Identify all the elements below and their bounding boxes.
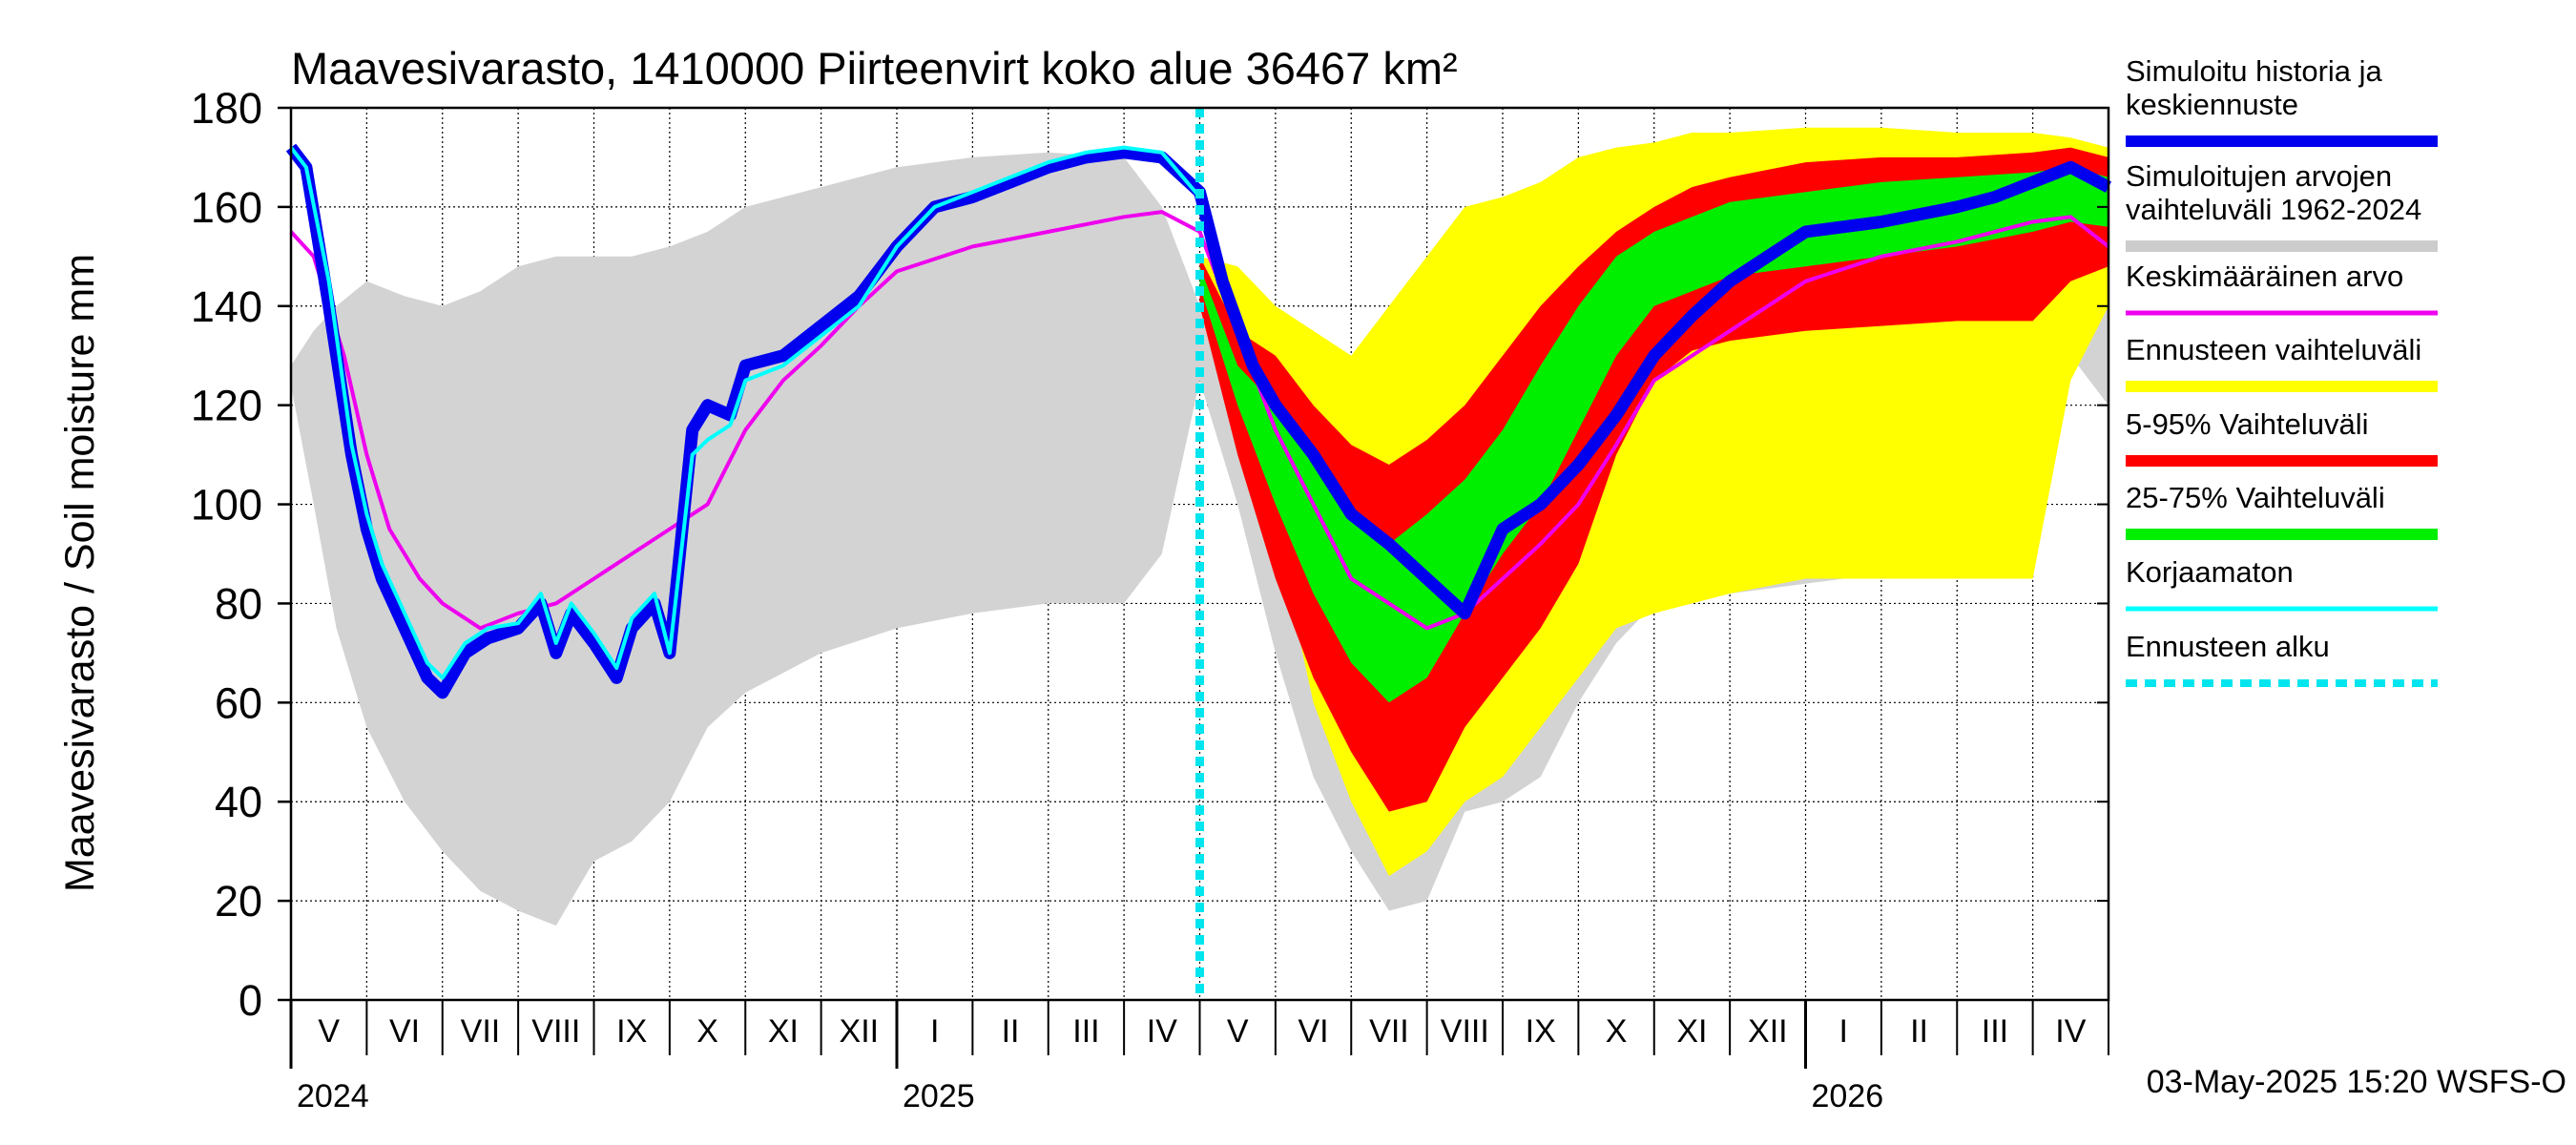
legend-label: Ennusteen vaihteluväli bbox=[2126, 333, 2421, 366]
uncorrected-line bbox=[289, 145, 1202, 680]
x-month-label: X bbox=[696, 1013, 718, 1050]
legend-label: Simuloitujen arvojen bbox=[2126, 159, 2392, 193]
x-month-label: III bbox=[1982, 1013, 2008, 1050]
simulated-line bbox=[285, 143, 2112, 699]
x-month-label: XI bbox=[768, 1013, 799, 1050]
legend-item: 5-95% Vaihteluväli bbox=[2126, 407, 2438, 467]
legend: Simuloitu historia jakeskiennusteSimuloi… bbox=[2126, 54, 2438, 687]
x-month-label: VII bbox=[1369, 1013, 1409, 1050]
x-month-label: IV bbox=[2055, 1013, 2086, 1050]
x-month-label: VIII bbox=[1441, 1013, 1489, 1050]
legend-label: Korjaamaton bbox=[2126, 555, 2294, 589]
y-tick-label: 140 bbox=[191, 282, 262, 331]
range-bands-layer bbox=[291, 127, 2109, 926]
y-tick-label: 100 bbox=[191, 481, 262, 530]
chart-title: Maavesivarasto, 1410000 Piirteenvirt kok… bbox=[291, 43, 1458, 94]
x-year-label: 2026 bbox=[1812, 1078, 1884, 1114]
x-month-label: V bbox=[318, 1013, 340, 1050]
y-tick-label: 0 bbox=[239, 976, 262, 1025]
legend-item: Ennusteen alku bbox=[2126, 630, 2438, 687]
y-tick-label: 160 bbox=[191, 183, 262, 232]
legend-label: Ennusteen alku bbox=[2126, 630, 2330, 663]
x-month-label: XII bbox=[1748, 1013, 1788, 1050]
x-month-label: VIII bbox=[531, 1013, 580, 1050]
x-year-label: 2024 bbox=[297, 1078, 369, 1114]
legend-label: 25-75% Vaihteluväli bbox=[2126, 481, 2385, 514]
x-year-label: 2025 bbox=[903, 1078, 975, 1114]
y-tick-label: 120 bbox=[191, 382, 262, 430]
x-month-label: V bbox=[1227, 1013, 1249, 1050]
series-lines-layer bbox=[285, 108, 2112, 1000]
footer-timestamp: 03-May-2025 15:20 WSFS-O bbox=[2147, 1064, 2566, 1100]
legend-item: 25-75% Vaihteluväli bbox=[2126, 481, 2438, 540]
x-month-label: IX bbox=[616, 1013, 647, 1050]
y-tick-label: 180 bbox=[191, 84, 262, 133]
legend-label: Keskimääräinen arvo bbox=[2126, 260, 2403, 293]
y-tick-label: 20 bbox=[215, 877, 262, 926]
legend-label: keskiennuste bbox=[2126, 88, 2298, 121]
mean-line bbox=[289, 210, 2110, 631]
legend-label: 5-95% Vaihteluväli bbox=[2126, 407, 2368, 441]
y-axis-label: Maavesivarasto / Soil moisture mm bbox=[57, 254, 103, 892]
x-month-label: I bbox=[1839, 1013, 1847, 1050]
y-tick-label: 60 bbox=[215, 678, 262, 727]
x-month-label: VI bbox=[389, 1013, 420, 1050]
legend-item: Ennusteen vaihteluväli bbox=[2126, 333, 2438, 392]
x-month-label: X bbox=[1606, 1013, 1628, 1050]
legend-label: Simuloitu historia ja bbox=[2126, 54, 2383, 88]
p25-75-band bbox=[1199, 167, 2109, 703]
x-month-label: II bbox=[1910, 1013, 1928, 1050]
x-month-label: I bbox=[930, 1013, 939, 1050]
y-tick-label: 40 bbox=[215, 778, 262, 826]
legend-label: vaihteluväli 1962-2024 bbox=[2126, 193, 2421, 226]
x-month-label: IX bbox=[1526, 1013, 1556, 1050]
x-month-label: XI bbox=[1676, 1013, 1707, 1050]
x-month-label: II bbox=[1002, 1013, 1020, 1050]
x-month-label: VII bbox=[461, 1013, 501, 1050]
y-tick-label: 80 bbox=[215, 579, 262, 628]
legend-item: Korjaamaton bbox=[2126, 555, 2438, 612]
legend-item: Keskimääräinen arvo bbox=[2126, 260, 2438, 316]
x-month-label: IV bbox=[1147, 1013, 1177, 1050]
x-month-label: VI bbox=[1298, 1013, 1329, 1050]
x-month-label: III bbox=[1072, 1013, 1099, 1050]
x-month-label: XII bbox=[840, 1013, 880, 1050]
